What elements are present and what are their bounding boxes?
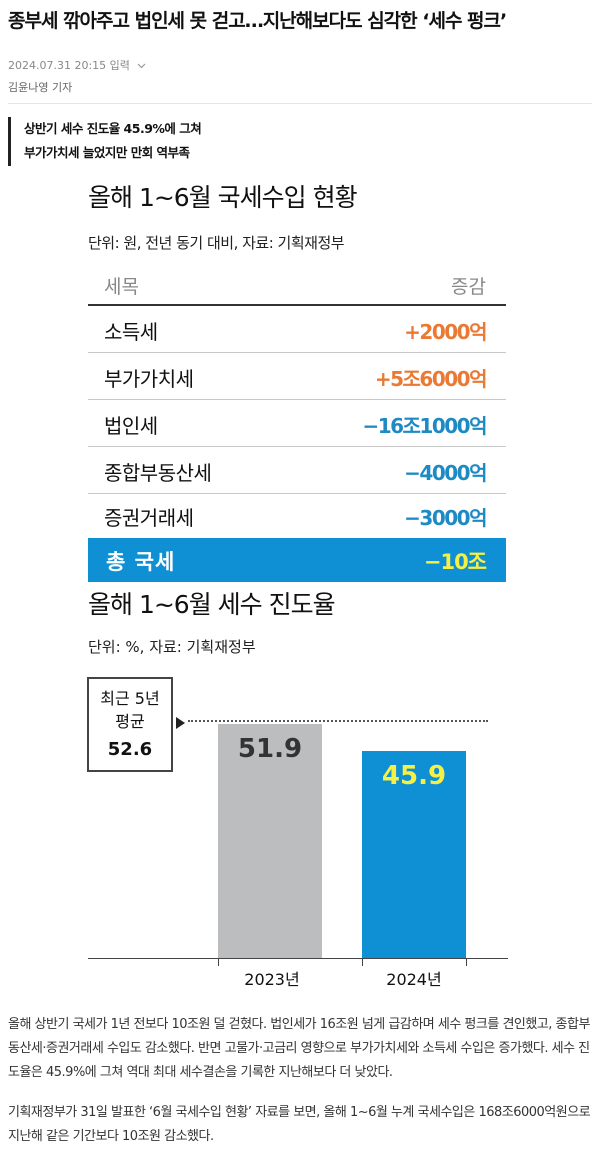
average-label: 평균	[115, 712, 145, 731]
row-label: 소득세	[104, 320, 158, 344]
column-header-change: 증감	[451, 276, 486, 298]
infographic-source: 단위: 원, 전년 동기 대비, 자료: 기획재정부	[88, 234, 345, 252]
body-paragraph: 올해 상반기 국세가 1년 전보다 10조원 덜 걷혔다. 법인세가 16조원 …	[8, 1017, 590, 1080]
average-pointer-icon	[176, 717, 185, 729]
article-headline: 종부세 깎아주고 법인세 못 걷고…지난해보다도 심각한 ‘세수 펑크’	[8, 10, 507, 32]
average-label: 최근 5년	[100, 689, 160, 708]
average-callout: 최근 5년 평균 52.6	[87, 677, 173, 772]
row-label: 부가가치세	[104, 367, 194, 391]
average-reference-line	[188, 720, 488, 723]
x-tick	[362, 958, 363, 966]
bar-value-2023: 51.9	[237, 734, 303, 765]
average-value: 52.6	[107, 739, 153, 760]
table-row: 종합부동산세 −4000억	[88, 447, 506, 494]
bar-2024	[362, 751, 466, 958]
chart-baseline	[88, 958, 508, 959]
chevron-down-icon[interactable]	[137, 59, 146, 72]
article-summary: 상반기 세수 진도율 45.9%에 그쳐 부가가치세 늘었지만 만회 역부족	[8, 117, 202, 166]
row-label: 증권거래세	[104, 506, 194, 530]
infographic-title: 올해 1~6월 국세수입 현황	[88, 183, 358, 212]
x-tick	[466, 958, 467, 966]
publish-date-text: 2024.07.31 20:15 입력	[8, 59, 130, 72]
row-value: −16조1000억	[362, 414, 487, 438]
table-row: 소득세 +2000억	[88, 306, 506, 353]
table-total-row: 총 국세 −10조	[88, 538, 506, 582]
body-paragraph: 기획재정부가 31일 발표한 ‘6월 국세수입 현황’ 자료를 보면, 올해 1…	[8, 1105, 591, 1144]
header-divider	[8, 103, 592, 104]
row-value: −3000억	[404, 506, 487, 530]
table-header: 세목 증감	[88, 266, 506, 306]
row-label: 법인세	[104, 414, 158, 438]
x-tick	[218, 958, 219, 966]
bar-value-2024: 45.9	[381, 761, 447, 792]
publish-date[interactable]: 2024.07.31 20:15 입력	[8, 57, 146, 73]
summary-line: 상반기 세수 진도율 45.9%에 그쳐	[24, 121, 202, 136]
table-row: 법인세 −16조1000억	[88, 400, 506, 447]
row-value: +5조6000억	[374, 367, 488, 391]
row-value: +2000억	[404, 320, 487, 344]
row-value: −4000억	[404, 461, 487, 485]
total-value: −10조	[423, 550, 487, 574]
x-tick-label: 2023년	[244, 970, 300, 989]
table-row: 부가가치세 +5조6000억	[88, 353, 506, 400]
x-tick-label: 2024년	[386, 970, 442, 989]
bar-2023	[218, 724, 322, 958]
column-header-item: 세목	[104, 276, 139, 298]
summary-line: 부가가치세 늘었지만 만회 역부족	[24, 145, 190, 160]
chart-source: 단위: %, 자료: 기획재정부	[88, 638, 256, 656]
table-row: 증권거래세 −3000억	[88, 492, 506, 539]
reporter-name[interactable]: 김윤나영 기자	[8, 81, 73, 94]
chart-title: 올해 1~6월 세수 진도율	[88, 590, 336, 619]
total-label: 총 국세	[106, 550, 176, 574]
row-label: 종합부동산세	[104, 461, 212, 485]
